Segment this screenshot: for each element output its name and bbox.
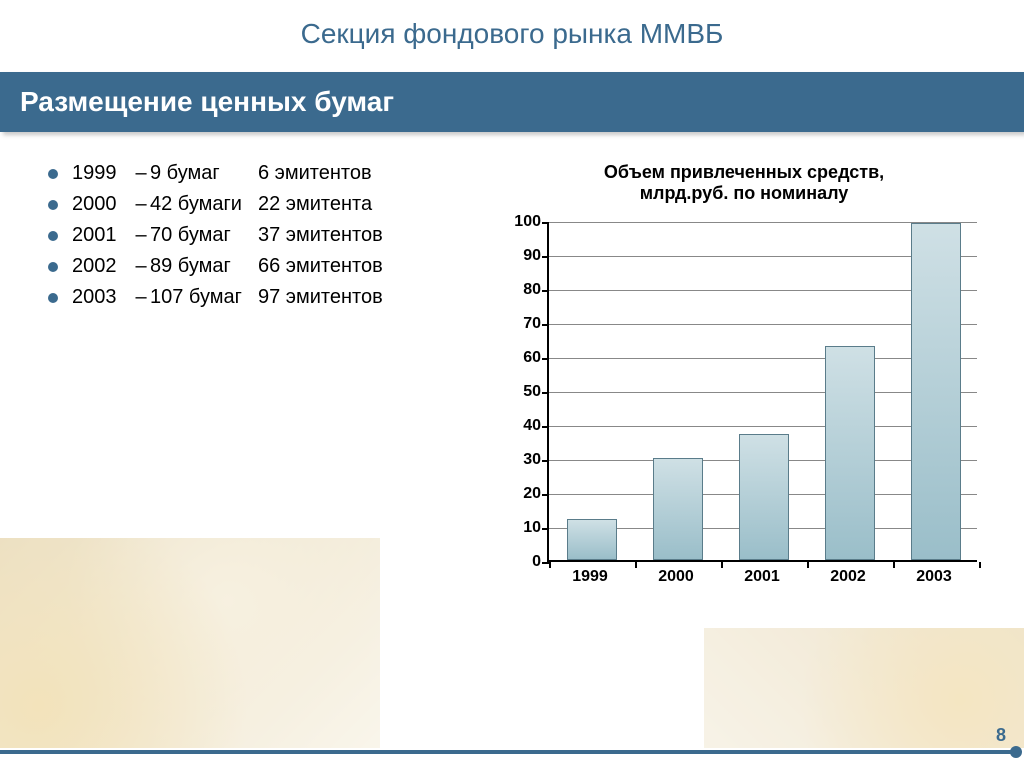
bullet-column: 1999–9 бумаг6 эмитентов2000–42 бумаги22 … [48, 162, 478, 602]
bullet-papers: 9 бумаг [150, 162, 258, 185]
x-label: 2002 [830, 568, 866, 586]
bullet-issuers: 22 эмитента [258, 193, 372, 216]
footer-line [0, 750, 1018, 754]
bullet-issuers: 37 эмитентов [258, 224, 383, 247]
y-tick [542, 256, 549, 258]
bullet-list: 1999–9 бумаг6 эмитентов2000–42 бумаги22 … [48, 162, 478, 309]
bullet-year: 2001 [72, 224, 132, 247]
bullet-year: 2002 [72, 255, 132, 278]
bullet-icon [48, 169, 58, 179]
x-label: 2000 [658, 568, 694, 586]
y-label: 0 [532, 553, 541, 571]
list-item: 2001–70 бумаг37 эмитентов [48, 224, 478, 247]
y-label: 80 [523, 281, 541, 299]
bullet-sep: – [132, 255, 150, 278]
chart-column: Объем привлеченных средств, млрд.руб. по… [488, 162, 1000, 602]
bullet-sep: – [132, 286, 150, 309]
chart-title: Объем привлеченных средств, млрд.руб. по… [488, 162, 1000, 204]
bar [911, 223, 961, 560]
bar [739, 434, 789, 560]
chart-title-line1: Объем привлеченных средств, [604, 162, 884, 182]
chart-title-line2: млрд.руб. по номиналу [640, 183, 849, 203]
bullet-year: 1999 [72, 162, 132, 185]
y-label: 30 [523, 451, 541, 469]
bullet-icon [48, 200, 58, 210]
page-number: 8 [996, 725, 1006, 746]
bullet-icon [48, 262, 58, 272]
bullet-year: 2000 [72, 193, 132, 216]
y-label: 90 [523, 247, 541, 265]
y-tick [542, 290, 549, 292]
y-tick [542, 494, 549, 496]
y-tick [542, 426, 549, 428]
y-tick [542, 460, 549, 462]
bullet-issuers: 97 эмитентов [258, 286, 383, 309]
y-tick [542, 562, 549, 564]
subtitle-bar: Размещение ценных бумаг [0, 72, 1024, 132]
y-tick [542, 358, 549, 360]
bullet-sep: – [132, 224, 150, 247]
list-item: 2003–107 бумаг97 эмитентов [48, 286, 478, 309]
bullet-papers: 89 бумаг [150, 255, 258, 278]
bullet-year: 2003 [72, 286, 132, 309]
bullet-icon [48, 293, 58, 303]
decorative-background-right [704, 628, 1024, 748]
y-label: 50 [523, 383, 541, 401]
plot-area [547, 222, 977, 562]
y-label: 60 [523, 349, 541, 367]
bar [567, 519, 617, 560]
list-item: 1999–9 бумаг6 эмитентов [48, 162, 478, 185]
y-tick [542, 528, 549, 530]
bullet-sep: – [132, 162, 150, 185]
content-area: 1999–9 бумаг6 эмитентов2000–42 бумаги22 … [0, 132, 1024, 602]
x-label: 2001 [744, 568, 780, 586]
bullet-issuers: 66 эмитентов [258, 255, 383, 278]
x-label: 2003 [916, 568, 952, 586]
y-tick [542, 222, 549, 224]
y-label: 70 [523, 315, 541, 333]
chart: 0102030405060708090100 19992000200120022… [499, 222, 989, 602]
x-label: 1999 [572, 568, 608, 586]
slide-title: Секция фондового рынка ММВБ [0, 0, 1024, 60]
footer-dot [1010, 746, 1022, 758]
bullet-papers: 70 бумаг [150, 224, 258, 247]
y-tick [542, 392, 549, 394]
x-tick [979, 562, 981, 568]
bullet-papers: 42 бумаги [150, 193, 258, 216]
y-label: 10 [523, 519, 541, 537]
bar [825, 346, 875, 560]
list-item: 2000–42 бумаги22 эмитента [48, 193, 478, 216]
bullet-icon [48, 231, 58, 241]
bullet-sep: – [132, 193, 150, 216]
y-label: 100 [514, 213, 541, 231]
y-label: 40 [523, 417, 541, 435]
list-item: 2002–89 бумаг66 эмитентов [48, 255, 478, 278]
y-label: 20 [523, 485, 541, 503]
x-axis-labels: 1999 2000 2001 2002 2003 [547, 568, 977, 592]
bar [653, 458, 703, 560]
y-axis-labels: 0102030405060708090100 [499, 222, 547, 562]
bullet-papers: 107 бумаг [150, 286, 258, 309]
bullet-issuers: 6 эмитентов [258, 162, 372, 185]
y-tick [542, 324, 549, 326]
